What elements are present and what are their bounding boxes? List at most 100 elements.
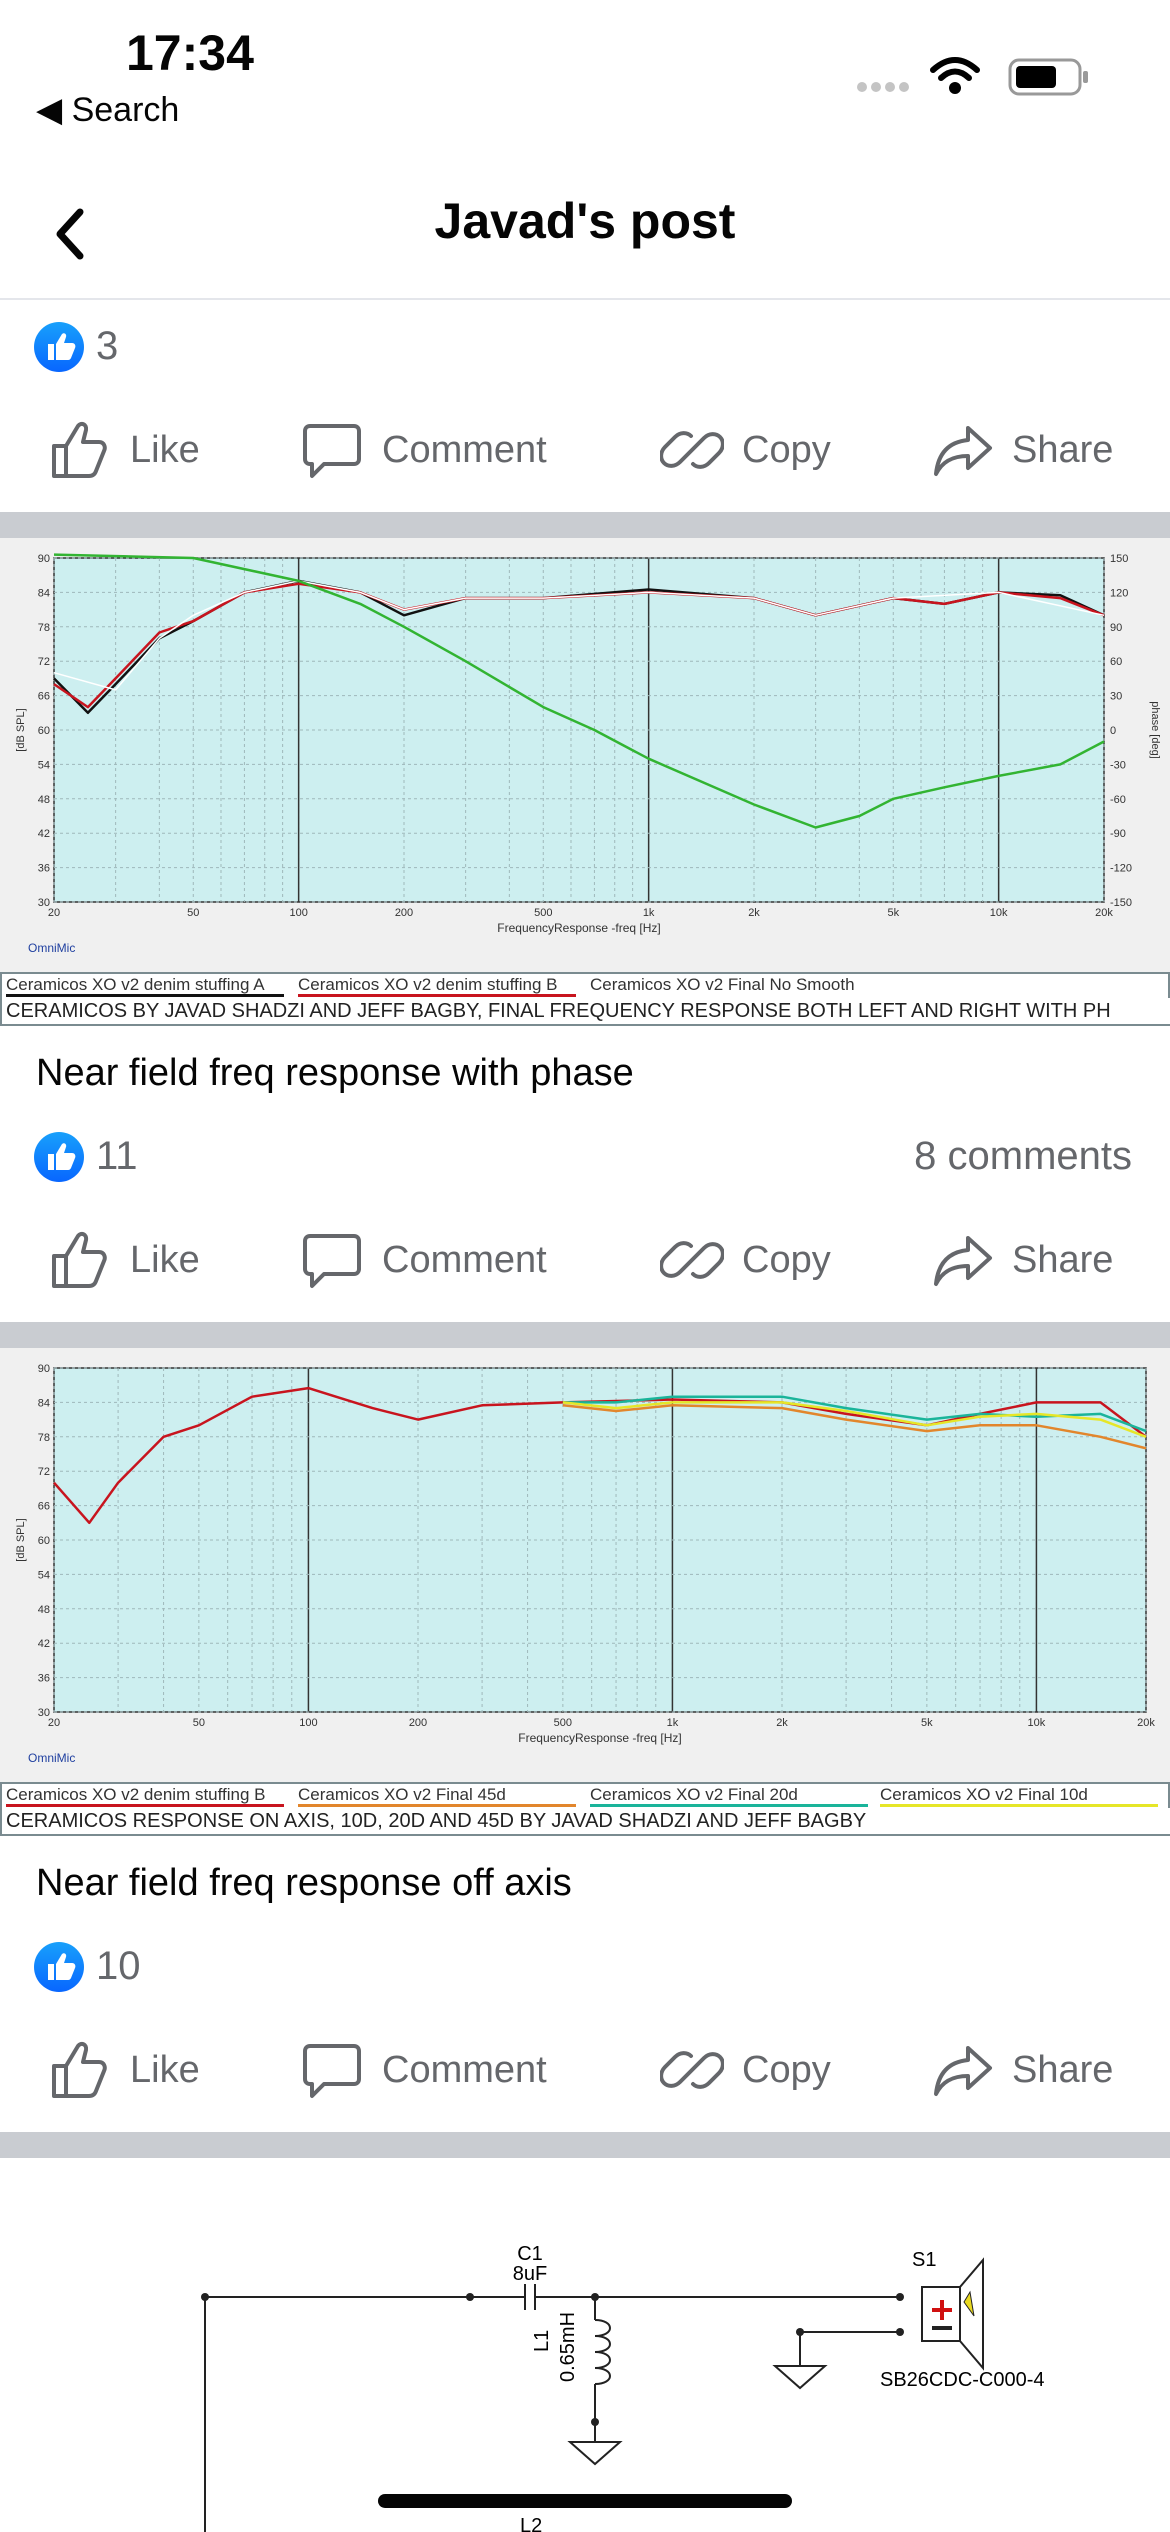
x-tick-label: 50 — [193, 1717, 205, 1729]
y2-tick-label: 60 — [1110, 656, 1122, 668]
chart-1-legend: Ceramicos XO v2 denim stuffing A Ceramic… — [0, 972, 1170, 1000]
y2-tick-label: -60 — [1110, 794, 1126, 806]
like-button[interactable]: Like — [48, 1210, 200, 1310]
like-count[interactable]: 11 — [96, 1134, 138, 1178]
thumbs-up-icon — [52, 421, 107, 478]
chart-2-image[interactable]: 30 36 42 48 54 60 66 72 78 84 90 20 50 100 200 500 1k 2k 5… — [0, 1348, 1170, 1782]
x-tick-label: 20k — [1137, 1717, 1155, 1729]
l2-label: L2 — [520, 2515, 542, 2532]
x-axis-label: FrequencyResponse -freq [Hz] — [497, 921, 660, 935]
x-tick-label: 1k — [667, 1717, 679, 1729]
chart-1-image[interactable]: 30 36 42 48 54 60 66 72 78 84 90 20 50 100 200 500 1k 2k 5… — [0, 538, 1170, 972]
status-bar: 17:34 ◀ Search — [0, 0, 1170, 140]
x-tick-label: 20 — [48, 907, 60, 919]
copy-button[interactable]: Copy — [660, 1210, 831, 1310]
y-tick-label: 72 — [38, 1466, 50, 1478]
y-tick-label: 48 — [38, 1604, 50, 1616]
y2-tick-label: -30 — [1110, 759, 1126, 771]
brand-label: OmniMic — [28, 1751, 75, 1765]
thumbs-up-icon — [52, 1231, 107, 1288]
series-line — [562, 1395, 1147, 1433]
y-tick-label: 36 — [38, 1673, 50, 1685]
back-to-search-link[interactable]: ◀ Search — [36, 91, 180, 129]
y-tick-label: 30 — [38, 1707, 50, 1719]
x-tick-label: 200 — [395, 907, 413, 919]
comment-icon — [303, 424, 361, 478]
post-1-actions: Like Comment Copy Share — [0, 400, 1170, 500]
page-title: Javad's post — [434, 193, 736, 249]
x-tick-label: 5k — [887, 907, 899, 919]
y-tick-label: 54 — [38, 759, 50, 771]
thumbs-up-icon — [52, 2041, 107, 2098]
post-separator — [0, 512, 1170, 538]
share-button[interactable]: Share — [930, 400, 1113, 500]
share-button[interactable]: Share — [930, 1210, 1113, 1310]
comment-icon — [303, 1234, 361, 1288]
comment-count[interactable]: 8 comments — [914, 1134, 1132, 1178]
y2-tick-label: 150 — [1110, 553, 1128, 565]
y2-axis-label: phase [deg] — [1149, 701, 1161, 759]
x-tick-label: 50 — [187, 907, 199, 919]
legend-item: Ceramicos XO v2 denim stuffing B — [6, 1785, 266, 1804]
y-tick-label: 84 — [38, 587, 50, 599]
copy-button[interactable]: Copy — [660, 400, 831, 500]
like-button[interactable]: Like — [48, 2020, 200, 2120]
copy-label: Copy — [742, 1238, 831, 1281]
share-label: Share — [1012, 428, 1114, 471]
legend-line — [6, 1804, 284, 1807]
post-2-caption: Near field freq response with phase — [36, 1052, 634, 1094]
legend-line — [590, 1804, 868, 1807]
comment-button[interactable]: Comment — [300, 400, 547, 500]
like-count[interactable]: 3 — [96, 324, 119, 368]
share-icon — [934, 2046, 992, 2096]
series-line — [562, 1404, 1147, 1450]
like-count[interactable]: 10 — [96, 1944, 141, 1988]
like-label: Like — [130, 1238, 200, 1281]
like-button[interactable]: Like — [48, 400, 200, 500]
legend-item: Ceramicos XO v2 Final 45d — [298, 1785, 506, 1804]
y-tick-label: 54 — [38, 1569, 50, 1581]
y2-tick-label: 90 — [1110, 622, 1122, 634]
x-axis-label: FrequencyResponse -freq [Hz] — [518, 1731, 681, 1745]
battery-icon — [1008, 58, 1088, 96]
nav-bar: Javad's post — [0, 170, 1170, 300]
s1-label: S1 — [912, 2249, 936, 2271]
comment-button[interactable]: Comment — [300, 2020, 547, 2120]
copy-label: Copy — [742, 428, 831, 471]
y2-tick-label: -90 — [1110, 828, 1126, 840]
y-tick-label: 60 — [38, 1535, 50, 1547]
c1-value: 8uF — [513, 2263, 547, 2285]
x-tick-label: 5k — [921, 1717, 933, 1729]
x-tick-label: 10k — [1028, 1717, 1046, 1729]
x-tick-label: 20k — [1095, 907, 1113, 919]
x-tick-label: 200 — [409, 1717, 427, 1729]
crossover-schematic-image[interactable]: C1 8uF L1 0.65mH S1 SB26CDC-C000-4 L2 — [0, 2160, 1170, 2532]
y-tick-label: 72 — [38, 656, 50, 668]
legend-item: Ceramicos XO v2 Final 20d — [590, 1785, 798, 1804]
y2-tick-label: 30 — [1110, 691, 1122, 703]
status-time: 17:34 — [126, 25, 254, 81]
y-tick-label: 36 — [38, 863, 50, 875]
like-label: Like — [130, 428, 200, 471]
y-tick-label: 90 — [38, 1363, 50, 1375]
y-tick-label: 30 — [38, 897, 50, 909]
post-separator — [0, 2132, 1170, 2158]
back-chevron-icon[interactable] — [40, 194, 100, 274]
post-3-actions: Like Comment Copy Share — [0, 2020, 1170, 2120]
share-button[interactable]: Share — [930, 2020, 1113, 2120]
y2-tick-label: 120 — [1110, 587, 1128, 599]
series-line — [53, 580, 1105, 691]
link-icon — [660, 431, 724, 469]
y-tick-label: 60 — [38, 725, 50, 737]
y-tick-label: 42 — [38, 1638, 50, 1650]
link-icon — [660, 2051, 724, 2089]
comment-label: Comment — [382, 1238, 547, 1281]
y-tick-label: 66 — [38, 691, 50, 703]
copy-button[interactable]: Copy — [660, 2020, 831, 2120]
brand-label: OmniMic — [28, 941, 75, 955]
share-label: Share — [1012, 1238, 1114, 1281]
phase-series-line — [53, 553, 1105, 829]
home-indicator — [378, 2494, 792, 2508]
chart-2-legend: Ceramicos XO v2 denim stuffing B Ceramic… — [0, 1782, 1170, 1810]
comment-button[interactable]: Comment — [300, 1210, 547, 1310]
